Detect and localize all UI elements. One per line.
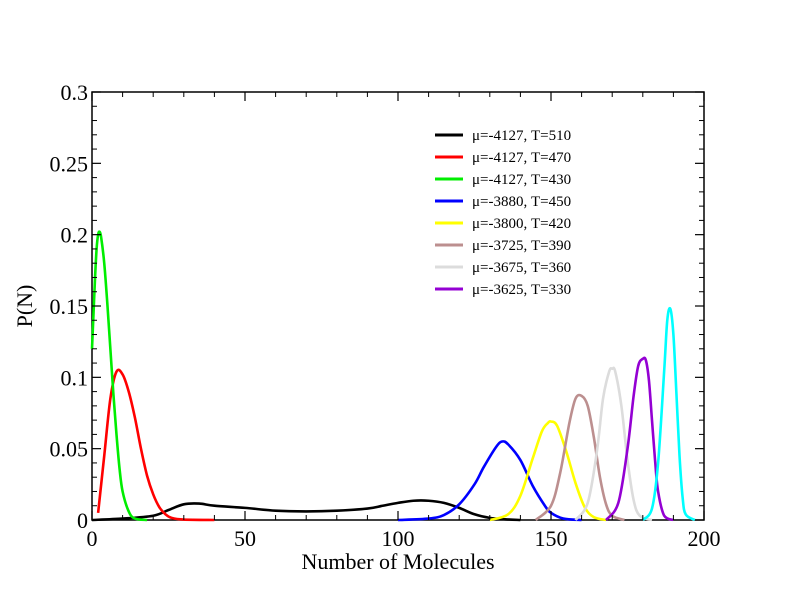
y-tick-label: 0.3 <box>61 80 89 105</box>
series-line-2 <box>90 230 148 522</box>
legend-label-5: μ=-3725, T=390 <box>472 238 571 254</box>
y-axis-label: P(N) <box>12 285 37 328</box>
y-tick-label: 0.05 <box>50 437 89 462</box>
legend: μ=-4127, T=510 μ=-4127, T=470 μ=-4127, T=4… <box>435 128 571 298</box>
x-tick-label: 50 <box>234 526 256 551</box>
legend-label-6: μ=-3675, T=360 <box>472 260 571 276</box>
x-tick-label: 150 <box>535 526 568 551</box>
series-line-8 <box>641 306 696 522</box>
legend-label-1: μ=-4127, T=470 <box>472 150 571 166</box>
legend-label-3: μ=-3880, T=450 <box>472 194 571 210</box>
legend-label-2: μ=-4127, T=430 <box>472 172 571 188</box>
x-tick-label: 100 <box>382 526 415 551</box>
series-line-0 <box>91 499 521 522</box>
x-tick-label: 0 <box>87 526 98 551</box>
y-tick-label: 0.2 <box>61 223 89 248</box>
x-axis-label: Number of Molecules <box>301 549 494 574</box>
legend-label-0: μ=-4127, T=510 <box>472 128 571 144</box>
axis-ticks: 0 50 100 150 200 0 0.05 0.1 0.15 0.2 0.25 0.3 <box>50 80 721 551</box>
series-line-1 <box>96 368 215 522</box>
y-tick-label: 0.1 <box>61 365 89 390</box>
y-tick-label: 0.15 <box>50 294 89 319</box>
y-tick-label: 0.25 <box>50 151 89 176</box>
series-line-4 <box>489 420 607 522</box>
legend-label-4: μ=-3800, T=420 <box>472 216 571 232</box>
legend-label-7: μ=-3625, T=330 <box>472 282 571 298</box>
y-tick-label: 0 <box>77 508 88 533</box>
series-line-3 <box>397 440 582 522</box>
x-tick-label: 200 <box>688 526 721 551</box>
series-line-7 <box>605 356 674 522</box>
series-line-6 <box>574 366 653 522</box>
series-lines <box>90 230 696 522</box>
plot-frame <box>91 91 705 521</box>
series-line-5 <box>534 393 625 522</box>
